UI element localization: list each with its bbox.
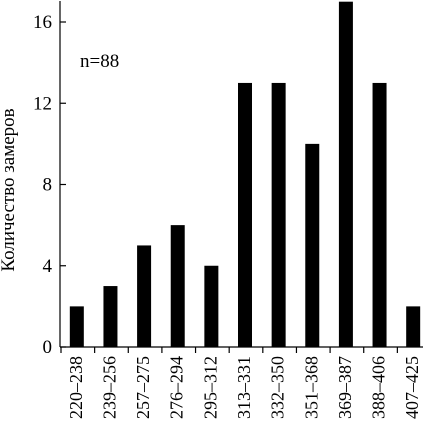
category-label: 388–406 (369, 356, 389, 419)
bar (305, 143, 320, 347)
y-axis-ticks: 0 4 8 12 16 (33, 12, 66, 358)
y-tick-label: 12 (33, 93, 52, 114)
category-labels: 220–238 239–256 257–275 276–294 295–312 313–3… (66, 356, 422, 419)
bars-group (69, 1, 421, 347)
x-axis-ticks (60, 347, 398, 353)
category-label: 239–256 (99, 356, 119, 419)
y-axis-label: Количество замеров (0, 108, 19, 271)
bar (271, 82, 286, 347)
bar (406, 306, 421, 347)
bar (238, 82, 252, 347)
category-label: 295–312 (200, 356, 220, 419)
bar (338, 1, 353, 347)
category-label: 407–425 (402, 356, 422, 419)
sample-size-annotation: n=88 (80, 51, 119, 72)
category-label: 257–275 (133, 356, 153, 419)
bar (137, 245, 152, 347)
category-label: 332–350 (268, 356, 288, 419)
y-tick-label: 8 (43, 175, 53, 196)
y-tick-label: 4 (43, 256, 53, 277)
category-label: 369–387 (335, 356, 355, 419)
bar (204, 265, 219, 347)
category-label: 313–331 (234, 356, 254, 419)
category-label: 351–368 (301, 356, 321, 419)
y-tick-label: 0 (43, 337, 53, 358)
category-label: 276–294 (167, 356, 187, 419)
bar (372, 82, 387, 347)
bar (69, 306, 84, 347)
category-label: 220–238 (66, 356, 86, 419)
bar (170, 225, 185, 347)
bar (103, 286, 118, 347)
y-tick-label: 16 (33, 12, 52, 33)
